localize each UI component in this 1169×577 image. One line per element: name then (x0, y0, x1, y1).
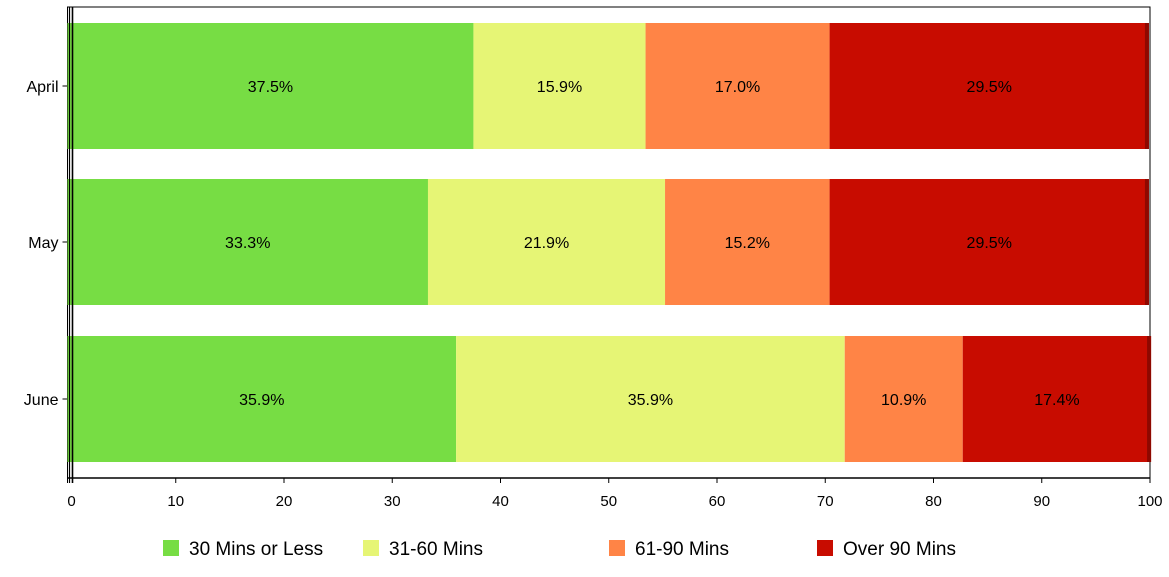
bar-june-30-mins-or-less (67, 336, 457, 462)
bar-june-over-90-mins (962, 336, 1152, 462)
bar-june-31-60-mins (456, 336, 845, 462)
data-label-april-31-60-mins: 15.9% (537, 79, 582, 96)
legend-swatch-30-mins-or-less (163, 540, 179, 556)
legend-swatch-61-90-mins (609, 540, 625, 556)
x-tick-label-50: 50 (600, 493, 617, 510)
data-label-june-61-90-mins: 10.9% (881, 392, 926, 409)
data-label-may-61-90-mins: 15.2% (725, 235, 770, 252)
x-tick-label-80: 80 (925, 493, 942, 510)
bar-april-61-90-mins (645, 23, 830, 149)
x-tick-label-40: 40 (492, 493, 509, 510)
legend-label-30-mins-or-less: 30 Mins or Less (189, 539, 323, 560)
legend-label-over-90-mins: Over 90 Mins (843, 539, 956, 560)
data-label-june-31-60-mins: 35.9% (628, 392, 673, 409)
bar-june-61-90-mins (844, 336, 963, 462)
data-labels: 37.5% 15.9% 17.0% 29.5% 33.3% 21.9% 15.2% 29.5%… (225, 79, 1080, 409)
legend: 30 Mins or Less 31-60 Mins 61-90 Mins Over … (163, 539, 956, 560)
bar-may-30-mins-or-less (67, 179, 428, 305)
x-tick-label-30: 30 (384, 493, 401, 510)
bar-april-30-mins-or-less (67, 23, 474, 149)
data-label-april-30-mins-or-less: 37.5% (248, 79, 293, 96)
x-tick-label-100: 100 (1137, 493, 1162, 510)
data-label-june-over-90-mins: 17.4% (1034, 392, 1079, 409)
legend-swatch-over-90-mins (817, 540, 833, 556)
bar-end-cap-april (1144, 23, 1149, 149)
x-tick-label-0: 0 (67, 493, 75, 510)
data-label-may-31-60-mins: 21.9% (524, 235, 569, 252)
category-label-june: June (24, 392, 59, 409)
data-label-may-over-90-mins: 29.5% (967, 235, 1012, 252)
category-label-april: April (26, 79, 58, 96)
x-tick-label-10: 10 (167, 493, 184, 510)
data-label-may-30-mins-or-less: 33.3% (225, 235, 270, 252)
bar-end-cap-may (1144, 179, 1149, 305)
bar-april-over-90-mins (829, 23, 1149, 149)
axes: 0 10 20 30 40 50 60 70 80 90 100 April May June (24, 7, 1163, 510)
legend-label-31-60-mins: 31-60 Mins (389, 539, 483, 560)
bars-layer (67, 6, 1152, 479)
x-tick-label-70: 70 (817, 493, 834, 510)
legend-label-61-90-mins: 61-90 Mins (635, 539, 729, 560)
bar-may-over-90-mins (829, 179, 1149, 305)
data-label-june-30-mins-or-less: 35.9% (239, 392, 284, 409)
bar-april-31-60-mins (473, 23, 646, 149)
x-tick-label-60: 60 (709, 493, 726, 510)
data-label-april-over-90-mins: 29.5% (967, 79, 1012, 96)
x-tick-label-20: 20 (276, 493, 293, 510)
bar-may-31-60-mins (427, 179, 666, 305)
data-label-april-61-90-mins: 17.0% (715, 79, 760, 96)
category-label-may: May (28, 235, 58, 252)
legend-swatch-31-60-mins (363, 540, 379, 556)
bar-may-61-90-mins (665, 179, 830, 305)
bar-end-cap-june (1147, 336, 1152, 462)
x-tick-label-90: 90 (1033, 493, 1050, 510)
